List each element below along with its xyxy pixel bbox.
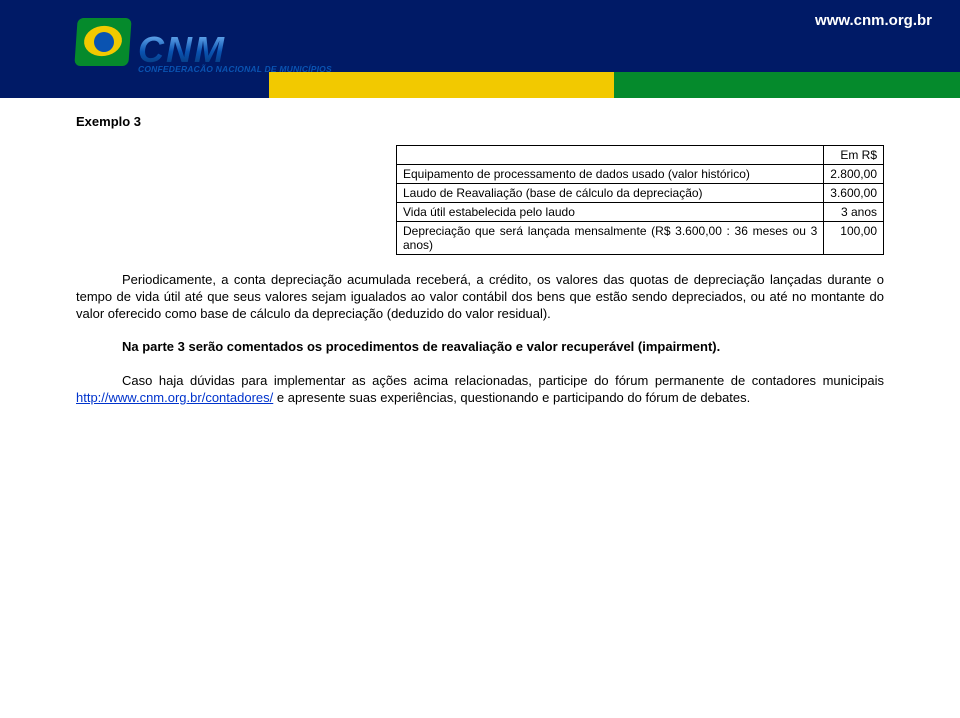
table-cell-value: 3.600,00 [824, 184, 884, 203]
page-body: Exemplo 3 Em R$ Equipamento de processam… [0, 98, 960, 406]
forum-link[interactable]: http://www.cnm.org.br/contadores/ [76, 390, 273, 405]
table-cell-label: Depreciação que será lançada mensalmente… [397, 222, 824, 255]
logo-acronym: CNM [138, 34, 332, 66]
table-row: Laudo de Reavaliação (base de cálculo da… [397, 184, 884, 203]
logo: CNM CONFEDERAÇÃO NACIONAL DE MUNICÍPIOS [72, 12, 332, 74]
paragraph-2-text: Na parte 3 serão comentados os procedime… [122, 339, 720, 354]
paragraph-3a: Caso haja dúvidas para implementar as aç… [122, 373, 884, 388]
table-cell-label: Vida útil estabelecida pelo laudo [397, 203, 824, 222]
table-cell-value: 3 anos [824, 203, 884, 222]
table-row: Equipamento de processamento de dados us… [397, 165, 884, 184]
header-stripe [0, 72, 960, 98]
table-cell-empty [397, 146, 824, 165]
paragraph-3b: e apresente suas experiências, questiona… [273, 390, 750, 405]
table-cell-label: Laudo de Reavaliação (base de cálculo da… [397, 184, 824, 203]
flag-icon [72, 12, 134, 74]
depreciation-table: Em R$ Equipamento de processamento de da… [396, 145, 884, 255]
paragraph-1: Periodicamente, a conta depreciação acum… [76, 271, 884, 322]
table-row: Depreciação que será lançada mensalmente… [397, 222, 884, 255]
table-row: Vida útil estabelecida pelo laudo 3 anos [397, 203, 884, 222]
table-cell-label: Equipamento de processamento de dados us… [397, 165, 824, 184]
currency-header: Em R$ [824, 146, 884, 165]
page-header: CNM CONFEDERAÇÃO NACIONAL DE MUNICÍPIOS … [0, 0, 960, 98]
table-cell-value: 100,00 [824, 222, 884, 255]
table-row: Em R$ [397, 146, 884, 165]
paragraph-2: Na parte 3 serão comentados os procedime… [76, 338, 884, 355]
paragraph-3: Caso haja dúvidas para implementar as aç… [76, 372, 884, 406]
table-cell-value: 2.800,00 [824, 165, 884, 184]
site-url[interactable]: www.cnm.org.br [815, 12, 932, 29]
paragraph-1-text: Periodicamente, a conta depreciação acum… [76, 272, 884, 321]
example-title: Exemplo 3 [76, 114, 884, 129]
